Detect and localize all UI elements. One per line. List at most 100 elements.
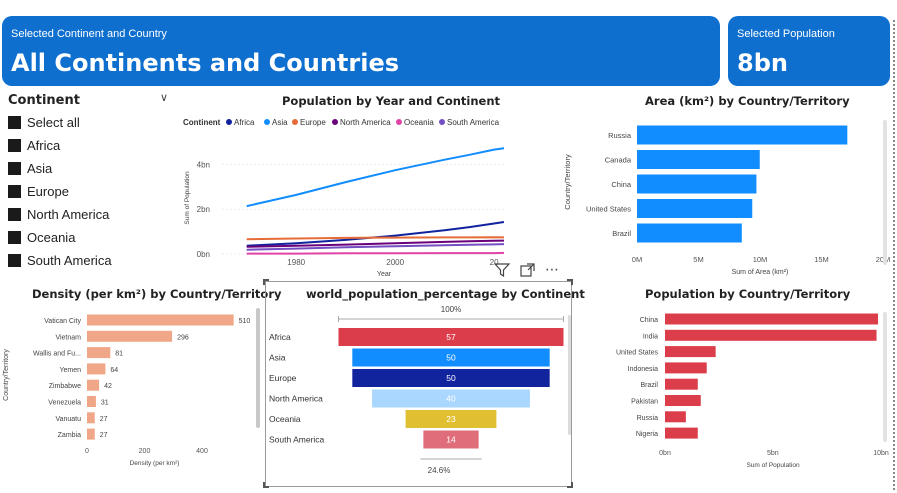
more-options-icon[interactable]: ⋯ <box>545 262 560 278</box>
bar <box>665 395 701 406</box>
slicer-item-asia[interactable]: Asia <box>8 159 52 177</box>
bar <box>665 378 698 390</box>
population-line-chart[interactable]: Continent Africa Asia Europe North America Oc… <box>180 112 510 280</box>
funnel-bar <box>352 369 550 387</box>
category-label: Russia <box>608 131 632 140</box>
data-label: 81 <box>115 351 123 358</box>
scrollbar[interactable] <box>256 308 260 428</box>
x-tick-label: 0M <box>632 255 642 264</box>
bar <box>665 329 877 341</box>
y-axis-label: Country/Territory <box>563 154 572 210</box>
legend-marker <box>439 119 445 125</box>
series-line-europe <box>246 236 505 241</box>
bar <box>87 363 106 375</box>
area-bar-chart[interactable]: Russia Canada China United States Brazil 0M 5M… <box>560 112 890 282</box>
series-line-north-america <box>246 239 505 248</box>
scrollbar[interactable] <box>883 120 887 265</box>
funnel-visual-frame[interactable] <box>265 281 572 487</box>
checkbox[interactable] <box>8 253 21 267</box>
checkbox[interactable] <box>8 184 21 198</box>
bar <box>637 174 757 194</box>
funnel-bottom-label: 24.6% <box>428 466 451 475</box>
x-tick-label: 15M <box>814 255 829 264</box>
category-label: Brazil <box>612 229 631 238</box>
selected-population-card[interactable]: Selected Population 8bn <box>728 16 890 86</box>
funnel-data-label: 23 <box>446 414 456 424</box>
funnel-chart[interactable]: 100% Africa 57 Asia 50 Europe 50 North America 4… <box>266 300 571 485</box>
funnel-category-label: Europe <box>269 373 297 383</box>
category-label: Indonesia <box>628 366 658 373</box>
legend-marker <box>292 119 298 125</box>
checkbox[interactable] <box>8 161 21 175</box>
slicer-item-oceania[interactable]: Oceania <box>8 228 75 246</box>
bar <box>637 125 848 145</box>
y-tick-label: 4bn <box>197 160 210 169</box>
x-tick-label: 1980 <box>287 258 305 267</box>
resize-handle[interactable] <box>567 279 573 285</box>
checkbox[interactable] <box>8 138 21 152</box>
funnel-category-label: Oceania <box>269 414 301 424</box>
resize-handle[interactable] <box>263 482 269 488</box>
bar <box>87 396 96 407</box>
x-tick-label: 400 <box>196 448 208 455</box>
x-tick-label: 20 <box>490 258 499 267</box>
checkbox[interactable] <box>8 207 21 221</box>
category-label: China <box>640 317 658 324</box>
funnel-bar <box>352 348 550 367</box>
resize-handle[interactable] <box>263 279 269 285</box>
slicer-item-select-all[interactable]: Select all <box>8 113 80 131</box>
funnel-data-label: 14 <box>446 435 456 445</box>
density-bar-chart[interactable]: Vatican City 510 Vietnam 296 Wallis and Fu..… <box>2 305 262 473</box>
category-label: Vanuatu <box>55 416 81 423</box>
continent-slicer[interactable]: Continent ∨ Select all Africa Asia Europ… <box>8 91 176 272</box>
legend-marker <box>226 119 232 125</box>
selected-continent-card[interactable]: Selected Continent and Country All Conti… <box>2 16 720 86</box>
slicer-item-africa[interactable]: Africa <box>8 136 60 154</box>
legend-label-europe: Europe <box>300 118 326 127</box>
series-line-africa <box>246 221 505 247</box>
funnel-category-label: Africa <box>269 332 291 342</box>
funnel-category-label: Asia <box>269 353 286 363</box>
category-label: Venezuela <box>48 400 81 407</box>
scrollbar[interactable] <box>883 312 887 442</box>
funnel-top-label: 100% <box>441 305 461 314</box>
resize-handle[interactable] <box>567 482 573 488</box>
bar <box>665 427 698 439</box>
slicer-item-europe[interactable]: Europe <box>8 182 69 200</box>
density-chart-title: Density (per km²) by Country/Territory <box>32 287 282 301</box>
x-tick-label: 5bn <box>767 450 779 457</box>
scrollbar[interactable] <box>568 315 571 435</box>
funnel-category-label: North America <box>269 394 323 404</box>
visual-header: ⋯ <box>494 262 560 278</box>
x-tick-label: 5M <box>693 255 703 264</box>
data-label: 31 <box>101 400 109 407</box>
slicer-item-north-america[interactable]: North America <box>8 205 109 223</box>
slicer-item-south-america[interactable]: South America <box>8 251 112 269</box>
category-label: Zimbabwe <box>49 383 81 390</box>
bar <box>87 379 100 391</box>
y-axis-label: Sum of Population <box>184 171 191 225</box>
chevron-down-icon[interactable]: ∨ <box>160 91 169 104</box>
slicer-item-label: Europe <box>27 183 69 199</box>
checkbox[interactable] <box>8 230 21 244</box>
checkbox[interactable] <box>8 115 21 129</box>
area-chart-title: Area (km²) by Country/Territory <box>645 94 850 108</box>
x-axis-label: Sum of Area (km²) <box>732 269 789 276</box>
legend-label-asia: Asia <box>272 118 288 127</box>
legend-label-north-america: North America <box>340 118 391 127</box>
category-label: Nigeria <box>636 431 658 438</box>
population-bar-chart[interactable]: China India United States Indonesia Brazil Pa… <box>570 305 890 473</box>
data-label: 510 <box>239 318 251 325</box>
legend-marker <box>396 119 402 125</box>
pop-chart-title: Population by Country/Territory <box>645 287 851 301</box>
funnel-bar <box>405 410 497 428</box>
bar <box>665 346 716 358</box>
funnel-category-label: South America <box>269 435 325 445</box>
slicer-item-label: Select all <box>27 114 80 130</box>
focus-mode-icon[interactable] <box>520 263 535 277</box>
filter-icon[interactable] <box>494 263 510 277</box>
category-label: Yemen <box>59 367 81 374</box>
legend-label-africa: Africa <box>234 118 255 127</box>
category-label: Zambia <box>58 432 81 439</box>
x-tick-label: 10bn <box>873 450 889 457</box>
